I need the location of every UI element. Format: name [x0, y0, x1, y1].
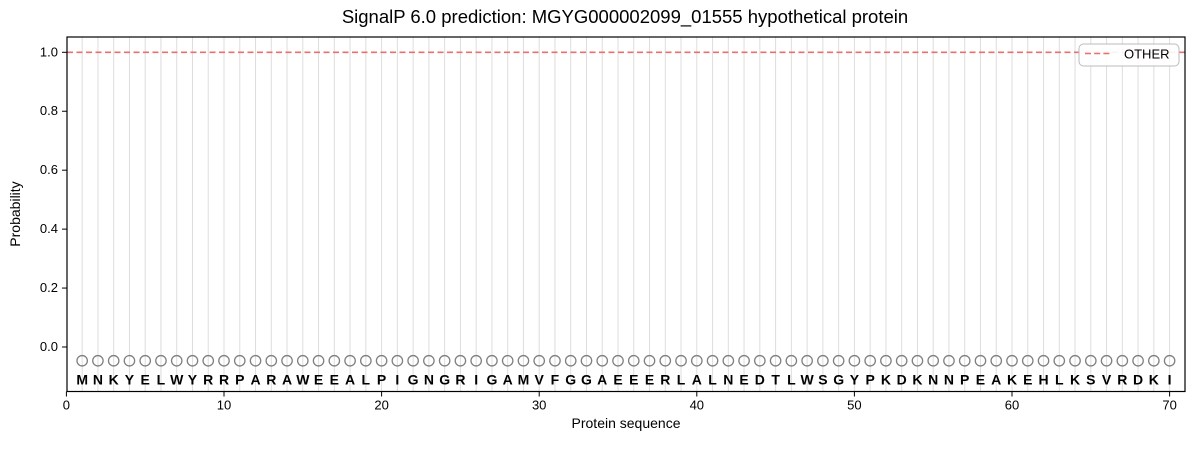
svg-text:0.8: 0.8	[40, 103, 58, 118]
svg-text:R: R	[455, 372, 465, 388]
svg-text:L: L	[677, 372, 686, 388]
svg-text:G: G	[486, 372, 497, 388]
svg-text:W: W	[296, 372, 310, 388]
svg-text:E: E	[976, 372, 985, 388]
svg-text:A: A	[991, 372, 1001, 388]
svg-text:N: N	[723, 372, 733, 388]
svg-text:OTHER: OTHER	[1124, 47, 1170, 62]
svg-text:0.4: 0.4	[40, 221, 58, 236]
svg-text:S: S	[818, 372, 827, 388]
svg-text:30: 30	[532, 398, 546, 413]
svg-text:W: W	[170, 372, 184, 388]
svg-text:K: K	[109, 372, 119, 388]
svg-text:E: E	[330, 372, 339, 388]
svg-text:L: L	[708, 372, 717, 388]
svg-text:70: 70	[1162, 398, 1176, 413]
svg-text:E: E	[1023, 372, 1032, 388]
svg-text:L: L	[362, 372, 371, 388]
svg-text:M: M	[518, 372, 530, 388]
svg-text:K: K	[912, 372, 922, 388]
svg-text:A: A	[250, 372, 260, 388]
svg-text:Y: Y	[188, 372, 198, 388]
svg-text:E: E	[141, 372, 150, 388]
svg-text:G: G	[581, 372, 592, 388]
svg-text:L: L	[1055, 372, 1064, 388]
svg-text:H: H	[1038, 372, 1048, 388]
svg-text:N: N	[944, 372, 954, 388]
svg-text:E: E	[645, 372, 654, 388]
svg-text:G: G	[565, 372, 576, 388]
svg-text:G: G	[833, 372, 844, 388]
svg-text:L: L	[157, 372, 166, 388]
svg-text:40: 40	[690, 398, 704, 413]
svg-text:A: A	[345, 372, 355, 388]
svg-text:T: T	[771, 372, 780, 388]
svg-text:P: P	[865, 372, 874, 388]
svg-text:N: N	[928, 372, 938, 388]
svg-text:I: I	[474, 372, 478, 388]
svg-text:F: F	[551, 372, 560, 388]
svg-text:K: K	[1070, 372, 1080, 388]
svg-text:1.0: 1.0	[40, 44, 58, 59]
svg-text:Y: Y	[125, 372, 135, 388]
svg-text:0.2: 0.2	[40, 280, 58, 295]
svg-text:K: K	[1007, 372, 1017, 388]
svg-text:G: G	[408, 372, 419, 388]
svg-text:A: A	[597, 372, 607, 388]
svg-text:E: E	[314, 372, 323, 388]
svg-text:R: R	[660, 372, 670, 388]
svg-text:D: D	[1133, 372, 1143, 388]
svg-text:G: G	[439, 372, 450, 388]
svg-text:I: I	[1168, 372, 1172, 388]
svg-text:N: N	[424, 372, 434, 388]
svg-text:K: K	[881, 372, 891, 388]
svg-text:E: E	[739, 372, 748, 388]
svg-text:L: L	[787, 372, 796, 388]
svg-text:0: 0	[63, 398, 70, 413]
svg-text:P: P	[377, 372, 386, 388]
svg-text:10: 10	[217, 398, 231, 413]
svg-text:SignalP 6.0 prediction: MGYG00: SignalP 6.0 prediction: MGYG000002099_01…	[342, 6, 908, 28]
svg-text:P: P	[235, 372, 244, 388]
svg-text:0.0: 0.0	[40, 339, 58, 354]
svg-text:N: N	[93, 372, 103, 388]
svg-text:60: 60	[1005, 398, 1019, 413]
svg-text:V: V	[1102, 372, 1112, 388]
svg-text:R: R	[266, 372, 276, 388]
svg-text:E: E	[613, 372, 622, 388]
svg-text:I: I	[395, 372, 399, 388]
svg-text:R: R	[203, 372, 213, 388]
svg-text:A: A	[692, 372, 702, 388]
svg-text:E: E	[629, 372, 638, 388]
svg-text:R: R	[1117, 372, 1127, 388]
svg-text:20: 20	[374, 398, 388, 413]
svg-text:W: W	[801, 372, 815, 388]
svg-text:D: D	[755, 372, 765, 388]
svg-text:0.6: 0.6	[40, 162, 58, 177]
svg-text:Protein sequence: Protein sequence	[572, 415, 681, 431]
svg-text:Probability: Probability	[7, 181, 23, 246]
svg-text:A: A	[282, 372, 292, 388]
svg-text:50: 50	[847, 398, 861, 413]
svg-text:M: M	[76, 372, 88, 388]
svg-text:D: D	[897, 372, 907, 388]
svg-text:Y: Y	[850, 372, 860, 388]
svg-text:P: P	[960, 372, 969, 388]
svg-text:R: R	[219, 372, 229, 388]
svg-text:V: V	[535, 372, 545, 388]
svg-text:K: K	[1149, 372, 1159, 388]
svg-text:S: S	[1086, 372, 1095, 388]
svg-text:A: A	[503, 372, 513, 388]
